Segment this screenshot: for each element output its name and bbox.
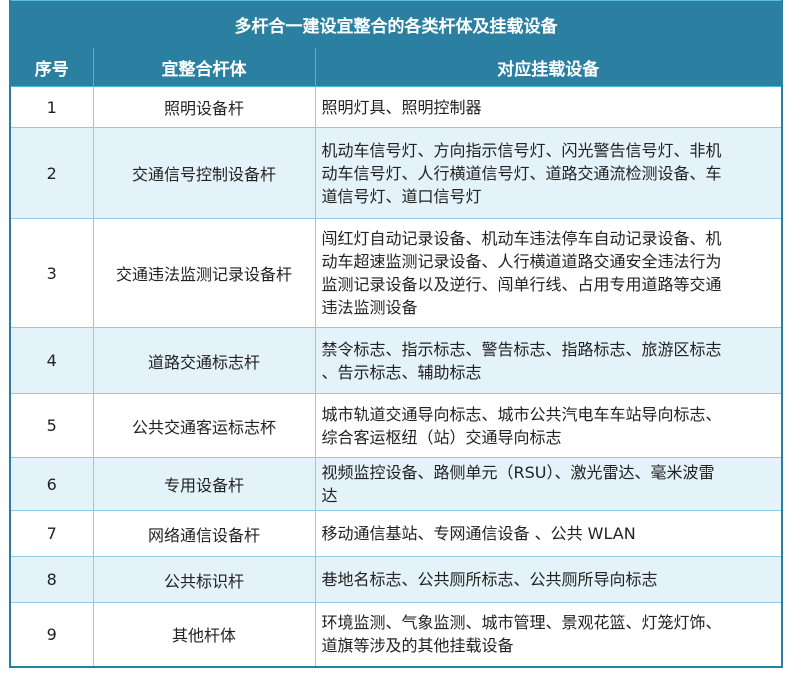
equipment-list: 巷地名标志、公共厕所标志、公共厕所导向标志: [314, 556, 783, 603]
equipment-line: 照明灯具、照明控制器: [321, 97, 482, 117]
row-number: 4: [9, 327, 94, 394]
table-row: 5 公共交通客运标志杯 城市轨道交通导向标志、城市公共汽电车车站导向标志、 综合客…: [9, 393, 783, 458]
equipment-list: 环境监测、气象监测、城市管理、景观花篮、灯笼灯饰、 道旗等涉及的其他挂载设备: [314, 602, 783, 667]
pole-type: 其他杆体: [92, 602, 316, 667]
pole-type: 道路交通标志杆: [92, 327, 316, 394]
table-row: 9 其他杆体 环境监测、气象监测、城市管理、景观花篮、灯笼灯饰、 道旗等涉及的其他…: [9, 602, 783, 667]
equipment-line: 禁令标志、指示标志、警告标志、指路标志、旅游区标志: [321, 339, 722, 359]
equipment-list: 闯红灯自动记录设备、机动车违法停车自动记录设备、机 动车超速监测记录设备、人行横道…: [314, 218, 783, 328]
table-row: 4 道路交通标志杆 禁令标志、指示标志、警告标志、指路标志、旅游区标志 、告示标志…: [9, 327, 783, 394]
pole-equipment-table: 多杆合一建设宜整合的各类杆体及挂载设备 序号 宜整合杆体 对应挂载设备 1 照明…: [9, 0, 784, 668]
equipment-line: 道旗等涉及的其他挂载设备: [321, 636, 514, 656]
table-row: 1 照明设备杆 照明灯具、照明控制器: [9, 86, 783, 128]
row-number: 5: [9, 393, 94, 458]
equipment-line: 、告示标志、辅助标志: [321, 362, 482, 382]
table-title: 多杆合一建设宜整合的各类杆体及挂载设备: [9, 0, 783, 48]
header-equipment: 对应挂载设备: [314, 47, 783, 87]
header-pole: 宜整合杆体: [92, 47, 316, 87]
pole-type: 交通违法监测记录设备杆: [92, 218, 316, 328]
equipment-list: 移动通信基站、专网通信设备 、公共 WLAN: [314, 510, 783, 557]
pole-type: 照明设备杆: [92, 86, 316, 128]
table-row: 7 网络通信设备杆 移动通信基站、专网通信设备 、公共 WLAN: [9, 510, 783, 557]
equipment-line: 城市轨道交通导向标志、城市公共汽电车车站导向标志、: [321, 404, 722, 424]
row-number: 8: [9, 556, 94, 603]
equipment-list: 机动车信号灯、方向指示信号灯、闪光警告信号灯、非机 动车信号灯、人行横道信号灯、道…: [314, 127, 783, 219]
equipment-line: 视频监控设备、路侧单元（RSU）、激光雷达、毫米波雷: [321, 463, 715, 482]
equipment-line: 动车信号灯、人行横道信号灯、道路交通流检测设备、车: [321, 163, 722, 183]
equipment-line: 达: [321, 486, 338, 505]
pole-type: 交通信号控制设备杆: [92, 127, 316, 219]
equipment-line: 机动车信号灯、方向指示信号灯、闪光警告信号灯、非机: [321, 140, 722, 160]
equipment-line: 动车超速监测记录设备、人行横道道路交通安全违法行为: [321, 252, 722, 271]
equipment-list: 照明灯具、照明控制器: [314, 86, 783, 128]
equipment-list: 城市轨道交通导向标志、城市公共汽电车车站导向标志、 综合客运枢纽（站）交通导向标志: [314, 393, 783, 458]
equipment-list: 视频监控设备、路侧单元（RSU）、激光雷达、毫米波雷达: [314, 457, 783, 511]
header-number: 序号: [9, 47, 94, 87]
equipment-line: 巷地名标志、公共厕所标志、公共厕所导向标志: [321, 570, 658, 589]
equipment-line: 环境监测、气象监测、城市管理、景观花篮、灯笼灯饰、: [321, 613, 722, 633]
table-row: 3 交通违法监测记录设备杆 闯红灯自动记录设备、机动车违法停车自动记录设备、机动…: [9, 218, 783, 328]
equipment-line: 道信号灯、道口信号灯: [321, 186, 482, 206]
pole-type: 专用设备杆: [92, 457, 316, 511]
equipment-line: 移动通信基站、专网通信设备 、公共 WLAN: [321, 524, 636, 543]
equipment-line: 闯红灯自动记录设备、机动车违法停车自动记录设备、机: [321, 229, 722, 248]
equipment-list: 禁令标志、指示标志、警告标志、指路标志、旅游区标志 、告示标志、辅助标志: [314, 327, 783, 394]
row-number: 7: [9, 510, 94, 557]
row-number: 3: [9, 218, 94, 328]
equipment-line: 综合客运枢纽（站）交通导向标志: [321, 427, 562, 447]
row-number: 6: [9, 457, 94, 511]
row-number: 2: [9, 127, 94, 219]
equipment-line: 监测记录设备以及逆行、闯单行线、占用专用道路等交通: [321, 275, 722, 294]
table-row: 2 交通信号控制设备杆 机动车信号灯、方向指示信号灯、闪光警告信号灯、非机 动车信…: [9, 127, 783, 219]
row-number: 9: [9, 602, 94, 667]
row-number: 1: [9, 86, 94, 128]
pole-type: 公共标识杆: [92, 556, 316, 603]
pole-type: 公共交通客运标志杯: [92, 393, 316, 458]
pole-type: 网络通信设备杆: [92, 510, 316, 557]
table-row: 6 专用设备杆 视频监控设备、路侧单元（RSU）、激光雷达、毫米波雷达: [9, 457, 783, 511]
equipment-line: 违法监测设备: [321, 298, 418, 317]
table-row: 8 公共标识杆 巷地名标志、公共厕所标志、公共厕所导向标志: [9, 556, 783, 603]
